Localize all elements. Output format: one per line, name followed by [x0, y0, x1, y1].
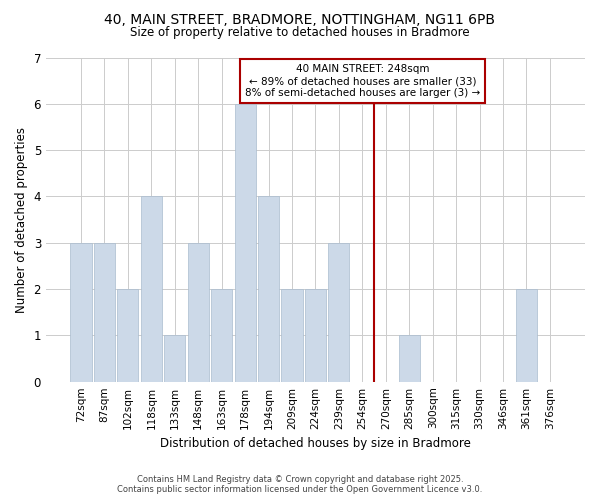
Bar	[258, 196, 279, 382]
Bar	[94, 242, 115, 382]
Bar	[188, 242, 209, 382]
Bar	[399, 336, 420, 382]
Y-axis label: Number of detached properties: Number of detached properties	[15, 126, 28, 312]
Bar	[141, 196, 162, 382]
Bar	[235, 104, 256, 382]
Bar	[118, 289, 139, 382]
Text: 40 MAIN STREET: 248sqm
← 89% of detached houses are smaller (33)
8% of semi-deta: 40 MAIN STREET: 248sqm ← 89% of detached…	[245, 64, 480, 98]
Text: 40, MAIN STREET, BRADMORE, NOTTINGHAM, NG11 6PB: 40, MAIN STREET, BRADMORE, NOTTINGHAM, N…	[104, 12, 496, 26]
Text: Size of property relative to detached houses in Bradmore: Size of property relative to detached ho…	[130, 26, 470, 39]
Bar	[281, 289, 302, 382]
Bar	[164, 336, 185, 382]
Bar	[516, 289, 537, 382]
Bar	[211, 289, 232, 382]
Text: Contains HM Land Registry data © Crown copyright and database right 2025.
Contai: Contains HM Land Registry data © Crown c…	[118, 474, 482, 494]
Bar	[328, 242, 349, 382]
X-axis label: Distribution of detached houses by size in Bradmore: Distribution of detached houses by size …	[160, 437, 471, 450]
Bar	[305, 289, 326, 382]
Bar	[70, 242, 92, 382]
